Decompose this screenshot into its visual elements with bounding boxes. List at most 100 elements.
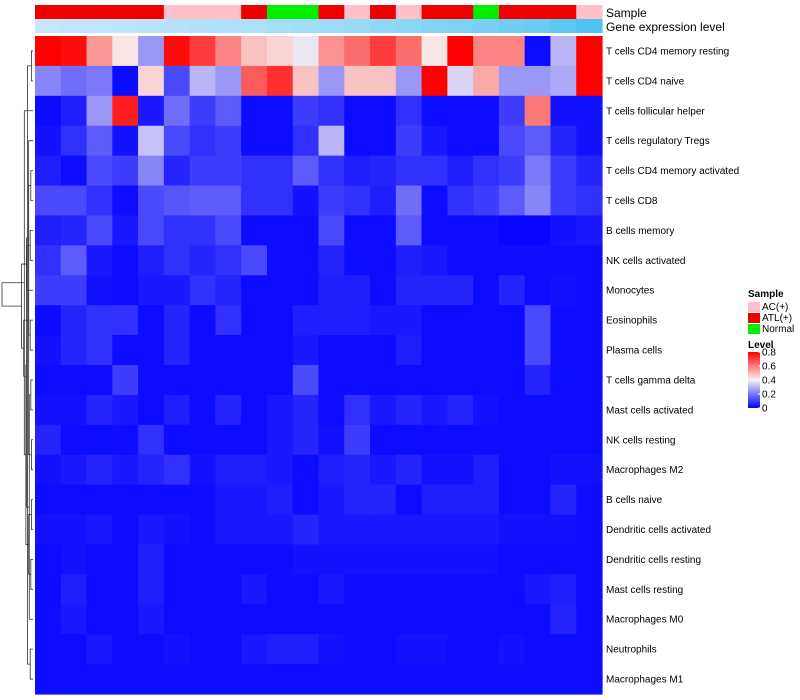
row-label: NK cells resting (606, 435, 675, 446)
heatmap-cell (550, 65, 577, 97)
row-label: T cells CD4 memory activated (606, 166, 739, 177)
heatmap-cell (189, 664, 217, 695)
heatmap-cell (550, 95, 577, 127)
heatmap-cell (189, 125, 217, 157)
heatmap-cell (576, 365, 603, 396)
heatmap-cell (138, 544, 165, 575)
heatmap-cell (138, 65, 165, 97)
heatmap-cell (344, 95, 371, 127)
sample-annotation-cell (498, 5, 526, 19)
heatmap-cell (318, 454, 345, 486)
heatmap-cell (112, 365, 139, 396)
heatmap-cell (60, 634, 88, 665)
heatmap-cell (473, 245, 500, 276)
heatmap-cell (86, 454, 113, 486)
heatmap-cell (344, 634, 371, 665)
heatmap-cell (266, 394, 294, 426)
heatmap-cell (550, 185, 577, 217)
row-label: T cells follicular helper (606, 106, 705, 117)
heatmap-cell (421, 65, 448, 97)
heatmap-cell (112, 574, 139, 605)
heatmap-cell (344, 275, 371, 306)
legend: Sample AC(+)ATL(+)Normal Level 0.8 0.6 0.4… (748, 289, 794, 415)
sample-annotation-cell (112, 5, 139, 19)
heatmap-cell (112, 544, 139, 575)
heatmap-cell (189, 155, 217, 187)
row-label: Mast cells activated (606, 405, 693, 416)
heatmap-cell (163, 335, 191, 366)
heatmap-cell (447, 155, 474, 187)
heatmap-cell (60, 514, 88, 546)
heatmap-cell (421, 544, 448, 575)
row-label: Macrophages M1 (606, 675, 684, 686)
dendrogram-branch (29, 319, 33, 351)
heatmap-cell (395, 245, 423, 276)
heatmap-cell (447, 65, 474, 97)
row-label: Monocytes (606, 286, 654, 297)
gene-expression-annotation-cell (60, 19, 88, 33)
row-label: Plasma cells (606, 346, 662, 357)
heatmap-cell (473, 394, 500, 426)
heatmap-cell (86, 275, 113, 306)
heatmap-cell (473, 95, 500, 127)
heatmap-cell (189, 454, 217, 486)
heatmap-cell (241, 604, 268, 635)
heatmap-cell (292, 305, 320, 336)
heatmap-cell (473, 664, 500, 695)
heatmap-cell (266, 65, 294, 97)
gene-expression-annotation-cell (344, 19, 371, 33)
heatmap-cells (35, 36, 603, 695)
heatmap-cell (163, 36, 191, 67)
heatmap-cell (35, 544, 62, 575)
heatmap-cell (189, 245, 217, 276)
heatmap-cell (292, 185, 320, 217)
dendrogram-branch (29, 230, 33, 261)
heatmap-cell (266, 335, 294, 366)
heatmap-cell (215, 454, 242, 486)
heatmap-cell (60, 544, 88, 575)
heatmap-cell (266, 305, 294, 336)
heatmap-cell (215, 365, 242, 396)
heatmap-cell (447, 36, 474, 67)
heatmap-cell (112, 185, 139, 217)
heatmap-cell (112, 335, 139, 366)
heatmap-cell (35, 215, 62, 246)
heatmap-cell (524, 155, 552, 187)
row-label: Mast cells resting (606, 585, 683, 596)
row-label: B cells memory (606, 226, 674, 237)
heatmap-cell (112, 215, 139, 246)
heatmap-cell (292, 125, 320, 157)
heatmap-cell (266, 275, 294, 306)
heatmap-cell (215, 574, 242, 605)
heatmap-cell (112, 36, 139, 67)
heatmap-cell (215, 185, 242, 217)
dendrogram-branch (30, 170, 33, 201)
heatmap-cell (576, 95, 603, 127)
heatmap-cell (215, 215, 242, 246)
heatmap-cell (292, 424, 320, 456)
heatmap-cell (576, 604, 603, 635)
heatmap-cell (576, 36, 603, 67)
heatmap-cell (370, 394, 397, 426)
heatmap-cell (138, 664, 165, 695)
heatmap-cell (473, 544, 500, 575)
heatmap-cell (576, 574, 603, 605)
heatmap-cell (86, 664, 113, 695)
heatmap-cell (498, 664, 526, 695)
heatmap-cell (318, 394, 345, 426)
heatmap-cell (370, 634, 397, 665)
gene-expression-annotation-cell (550, 19, 577, 33)
heatmap-cell (498, 574, 526, 605)
heatmap-cell (550, 155, 577, 187)
heatmap-cell (215, 424, 242, 456)
heatmap-cell (138, 125, 165, 157)
heatmap-cell (266, 544, 294, 575)
heatmap-cell (86, 245, 113, 276)
heatmap-cell (395, 574, 423, 605)
heatmap-cell (266, 245, 294, 276)
heatmap-cell (241, 424, 268, 456)
heatmap-cell (86, 394, 113, 426)
heatmap-cell (189, 604, 217, 635)
heatmap-cell (215, 36, 242, 67)
heatmap-cell (550, 544, 577, 575)
